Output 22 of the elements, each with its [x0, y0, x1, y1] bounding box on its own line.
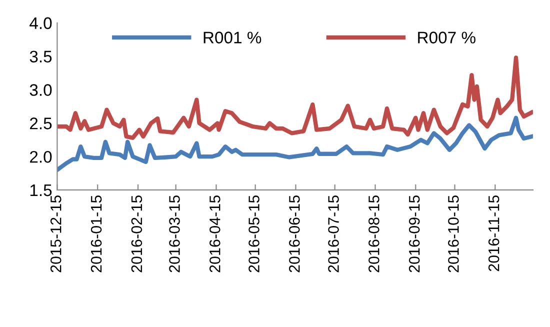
x-tick-label: 2016-07-15: [328, 195, 339, 272]
x-tick-label: 2015-12-15: [50, 195, 62, 272]
x-tick-label: 2016-10-15: [448, 195, 459, 272]
x-tick-label: 2016-08-15: [368, 195, 380, 272]
y-tick-label: 4.0: [30, 17, 52, 30]
x-tick-label: 2016-05-15: [248, 195, 260, 272]
x-tick-label: 2016-11-15: [488, 195, 500, 272]
y-tick-label: 2.5: [30, 118, 52, 130]
y-tick-label: 3.0: [30, 84, 52, 96]
x-tick-label: 2016-01-15: [90, 195, 102, 272]
line-series: [57, 56, 533, 140]
x-tick-label: 2016-06-15: [289, 195, 300, 272]
y-tick-label: 2.0: [30, 150, 52, 163]
line-series: [57, 116, 533, 172]
x-tick-label: 2016-09-15: [408, 195, 420, 272]
x-tick-label: 2016-03-15: [169, 195, 180, 272]
x-tick-label: 2016-04-15: [210, 195, 220, 272]
x-tick-label: 2016-02-15: [131, 195, 142, 272]
y-tick-label: 1.5: [30, 184, 52, 196]
legend-label: R001 %: [204, 32, 262, 44]
y-tick-label: 3.5: [30, 50, 52, 63]
legend-label: R007 %: [418, 32, 476, 44]
